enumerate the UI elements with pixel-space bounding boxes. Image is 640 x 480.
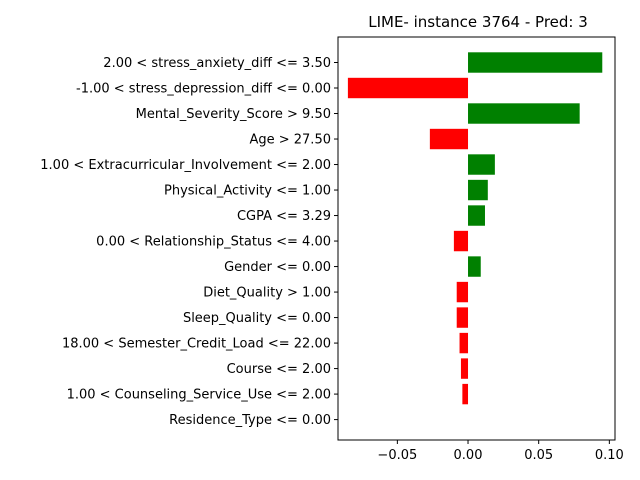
y-tick-label: Course <= 2.00 bbox=[227, 362, 331, 377]
y-tick-label: 0.00 < Relationship_Status <= 4.00 bbox=[96, 235, 331, 250]
chart-title: LIME- instance 3764 - Pred: 3 bbox=[368, 13, 588, 31]
bar-3 bbox=[429, 128, 469, 150]
bar-2 bbox=[468, 103, 580, 124]
bar-13 bbox=[462, 383, 469, 405]
bar-6 bbox=[468, 205, 485, 226]
bar-9 bbox=[456, 281, 469, 303]
y-tick-label: CGPA <= 3.29 bbox=[237, 209, 331, 224]
y-tick-label: Mental_Severity_Score > 9.50 bbox=[136, 107, 331, 122]
x-axis-ticks: −0.05 0.00 0.05 0.10 bbox=[377, 440, 624, 463]
y-tick-label: 1.00 < Counseling_Service_Use <= 2.00 bbox=[67, 388, 331, 403]
bar-11 bbox=[459, 332, 469, 354]
x-tick-label: 0.05 bbox=[524, 448, 553, 463]
x-tick-label: 0.10 bbox=[595, 448, 624, 463]
bar-0 bbox=[468, 52, 603, 73]
y-tick-label: Residence_Type <= 0.00 bbox=[169, 413, 331, 428]
y-tick-label: 2.00 < stress_anxiety_diff <= 3.50 bbox=[103, 56, 331, 71]
y-tick-label: Diet_Quality > 1.00 bbox=[203, 286, 331, 301]
y-tick-labels: 2.00 < stress_anxiety_diff <= 3.50 -1.00 … bbox=[40, 56, 338, 428]
bar-8 bbox=[468, 256, 481, 277]
y-tick-label: Physical_Activity <= 1.00 bbox=[164, 184, 331, 199]
bar-7 bbox=[453, 230, 469, 252]
bar-1 bbox=[347, 77, 469, 99]
bar-5 bbox=[468, 179, 488, 201]
bar-4 bbox=[468, 154, 495, 175]
y-tick-label: Sleep_Quality <= 0.00 bbox=[183, 311, 331, 326]
bar-12 bbox=[460, 358, 469, 379]
plot-frame bbox=[337, 36, 616, 441]
x-tick-label: 0.00 bbox=[454, 448, 483, 463]
y-tick-label: -1.00 < stress_depression_diff <= 0.00 bbox=[76, 82, 331, 97]
bar-group bbox=[347, 52, 603, 405]
y-tick-label: 18.00 < Semester_Credit_Load <= 22.00 bbox=[62, 337, 331, 352]
y-tick-label: 1.00 < Extracurricular_Involvement <= 2.… bbox=[40, 158, 331, 173]
bar-10 bbox=[456, 307, 469, 328]
x-tick-label: −0.05 bbox=[377, 448, 417, 463]
y-tick-label: Gender <= 0.00 bbox=[224, 260, 331, 275]
y-tick-label: Age > 27.50 bbox=[249, 133, 331, 148]
